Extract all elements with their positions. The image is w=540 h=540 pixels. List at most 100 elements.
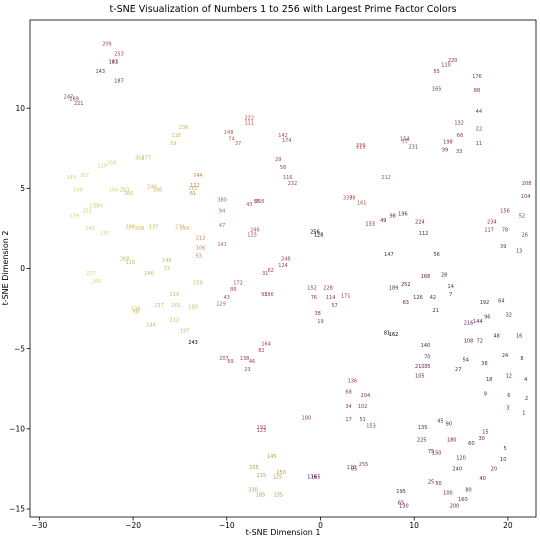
point-label: 8 — [520, 356, 523, 362]
point-label: 143 — [96, 69, 106, 75]
point-label: 93 — [261, 292, 267, 298]
point-label: 208 — [522, 181, 532, 187]
point-label: 248 — [281, 257, 291, 263]
point-label: 32 — [506, 313, 512, 319]
point-label: 23 — [244, 367, 250, 373]
point-label: 176 — [307, 475, 317, 481]
x-tick-label: 10 — [409, 521, 419, 530]
point-label: 162 — [389, 332, 399, 338]
point-label: 161 — [357, 200, 367, 206]
point-label: 10 — [500, 457, 506, 463]
point-label: 57 — [331, 303, 337, 309]
point-label: 114 — [326, 295, 336, 301]
x-tick-label: −20 — [125, 521, 141, 530]
point-label: 228 — [323, 285, 333, 291]
point-label: 330 — [248, 487, 258, 493]
y-axis-ticks: −15 −10 −5 0 5 10 — [9, 104, 30, 514]
point-label: 177 — [141, 156, 151, 162]
point-label: 188 — [153, 188, 163, 194]
point-label: 33 — [456, 149, 462, 155]
point-label: 36 — [481, 361, 487, 367]
chart-title: t-SNE Visualization of Numbers 1 to 256 … — [109, 4, 456, 15]
point-label: 78 — [502, 228, 508, 234]
point-label: 90 — [446, 422, 452, 428]
point-label: 212 — [381, 175, 391, 181]
point-label: 88 — [474, 88, 480, 94]
point-labels: 2092531411831431872471692212361185917735… — [64, 42, 532, 510]
point-label: 137 — [149, 225, 159, 231]
y-tick-label: 0 — [20, 264, 25, 273]
point-label: 162 — [188, 186, 198, 192]
point-label: 196 — [398, 212, 408, 218]
point-label: 198 — [443, 140, 453, 146]
point-label: 116 — [283, 175, 293, 181]
point-label: 129 — [97, 164, 107, 170]
y-tick-label: −15 — [9, 505, 25, 514]
x-tick-label: −30 — [31, 521, 47, 530]
point-label: 380 — [217, 197, 227, 203]
point-label: 232 — [288, 181, 298, 187]
point-label: 255 — [359, 462, 369, 468]
point-label: 53 — [195, 253, 201, 259]
point-label: 240 — [453, 467, 463, 473]
point-label: 253 — [114, 51, 124, 57]
point-label: 51 — [359, 417, 365, 423]
point-label: 100 — [443, 491, 453, 497]
point-label: 130 — [399, 503, 409, 509]
point-label: 236 — [179, 125, 189, 131]
point-label: 146 — [94, 204, 104, 210]
point-label: 252 — [401, 282, 411, 288]
point-label: 140 — [421, 343, 431, 349]
point-label: 61 — [190, 191, 196, 197]
point-label: 37 — [235, 141, 241, 147]
point-label: 141 — [109, 59, 119, 65]
point-label: 22 — [476, 127, 482, 133]
point-label: 149 — [73, 188, 83, 194]
point-label: 217 — [155, 303, 165, 309]
point-label: 5 — [503, 446, 506, 452]
point-label: 43 — [224, 295, 230, 301]
point-label: 226 — [356, 143, 366, 149]
point-label: 24 — [502, 353, 508, 359]
point-label: 180 — [447, 438, 457, 444]
point-label: 234 — [487, 220, 497, 226]
point-label: 249 — [147, 184, 157, 190]
point-label: 86 — [230, 287, 236, 293]
point-label: 219 — [170, 292, 180, 298]
point-label: 111 — [244, 120, 254, 126]
point-label: 64 — [498, 298, 504, 304]
point-label: 744 — [193, 173, 203, 179]
point-label: 54 — [463, 358, 469, 364]
point-label: 201 — [171, 303, 181, 309]
point-label: 168 — [421, 274, 431, 280]
point-label: 18 — [486, 377, 492, 383]
point-label: 78 — [349, 196, 355, 202]
point-label: 164 — [261, 342, 271, 348]
point-label: 49 — [380, 218, 386, 224]
point-label: 4 — [524, 377, 527, 383]
point-label: 150 — [432, 451, 442, 457]
point-label: 246 — [250, 228, 260, 234]
point-label: 45 — [437, 419, 443, 425]
point-label: 28 — [441, 273, 447, 279]
point-label: 129 — [216, 301, 226, 307]
point-label: 134 — [180, 226, 190, 232]
point-label: 94 — [219, 208, 225, 214]
point-label: 133 — [365, 221, 375, 227]
point-label: 113 — [356, 144, 366, 150]
point-label: 268 — [120, 257, 130, 263]
point-label: 106 — [196, 245, 206, 251]
point-label: 176 — [472, 74, 482, 80]
point-label: 60 — [468, 441, 474, 447]
point-label: 120 — [456, 455, 466, 461]
point-label: 166 — [124, 191, 134, 197]
point-label: 72 — [477, 338, 483, 344]
point-label: 154 — [400, 136, 410, 142]
point-label: 216 — [464, 321, 474, 327]
point-label: 58 — [133, 309, 139, 315]
point-label: 156 — [500, 208, 510, 214]
point-label: 102 — [358, 404, 368, 410]
point-label: 16 — [516, 334, 522, 340]
point-label: 225 — [417, 438, 427, 444]
